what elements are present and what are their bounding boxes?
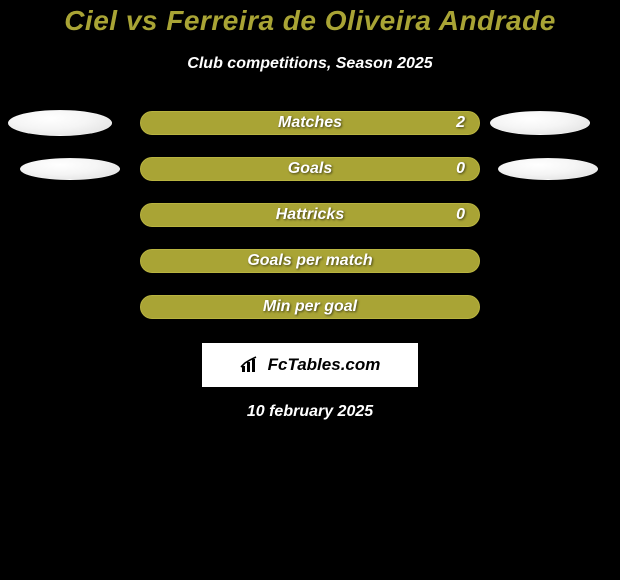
stat-label: Matches [278, 114, 342, 132]
player-marker-left [20, 158, 120, 180]
stat-label: Goals per match [247, 252, 372, 270]
stat-bar: Goals 0 [140, 157, 480, 181]
stat-rows: Matches 2 Goals 0 Hattricks 0 Goals per match M… [0, 111, 620, 319]
stat-bar: Matches 2 [140, 111, 480, 135]
stat-row: Matches 2 [0, 111, 620, 135]
stat-row: Min per goal [0, 295, 620, 319]
logo-text: FcTables.com [268, 355, 381, 375]
stat-bar: Min per goal [140, 295, 480, 319]
player-marker-right [490, 111, 590, 135]
stat-bar: Goals per match [140, 249, 480, 273]
stat-value: 2 [456, 114, 465, 132]
chart-icon [240, 356, 262, 374]
stat-row: Goals 0 [0, 157, 620, 181]
page-title: Ciel vs Ferreira de Oliveira Andrade [0, 6, 620, 37]
logo-box: FcTables.com [202, 343, 418, 387]
stat-row: Hattricks 0 [0, 203, 620, 227]
stat-label: Hattricks [276, 206, 344, 224]
infographic-container: Ciel vs Ferreira de Oliveira Andrade Clu… [0, 0, 620, 421]
stat-bar: Hattricks 0 [140, 203, 480, 227]
player-marker-left [8, 110, 112, 136]
stat-row: Goals per match [0, 249, 620, 273]
stat-value: 0 [456, 160, 465, 178]
player-marker-right [498, 158, 598, 180]
date-text: 10 february 2025 [0, 403, 620, 421]
stat-label: Min per goal [263, 298, 357, 316]
subtitle: Club competitions, Season 2025 [0, 55, 620, 73]
stat-value: 0 [456, 206, 465, 224]
stat-label: Goals [288, 160, 332, 178]
